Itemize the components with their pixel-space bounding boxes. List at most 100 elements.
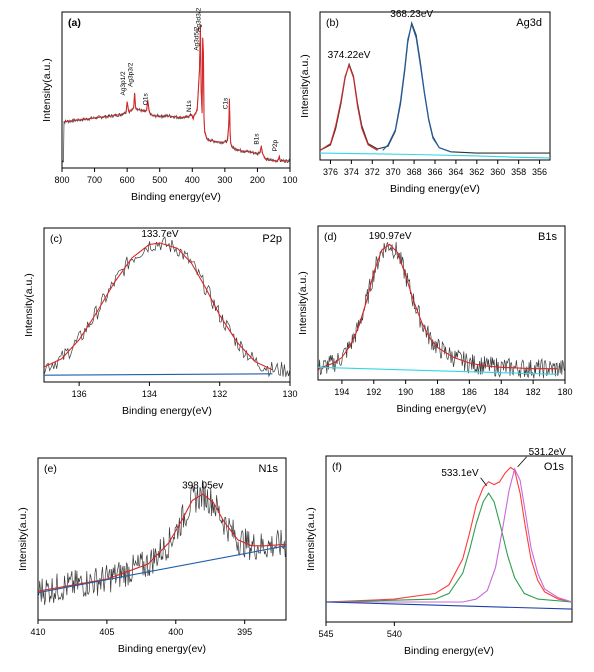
x-tick-label: 186	[462, 387, 477, 397]
peak-pointer	[480, 477, 487, 486]
x-tick-label: 410	[30, 627, 45, 637]
peak-label: 533.1eV	[441, 468, 479, 479]
x-tick-label: 700	[87, 175, 102, 185]
panel-e: 410 405 400 395 Binding energy(ev) Intensity(…	[17, 457, 287, 655]
x-axis-label: Binding energy(eV)	[404, 645, 494, 657]
series-line-3	[382, 22, 451, 153]
x-tick-label: 370	[386, 167, 401, 177]
y-axis-label: Intensity(a.u.)	[17, 507, 29, 571]
x-tick-label: 366	[427, 167, 442, 177]
x-tick-label: 400	[168, 627, 183, 637]
peak-pointer	[517, 456, 527, 468]
raw-spectrum-line	[44, 236, 290, 378]
x-tick-label: 405	[99, 627, 114, 637]
panel-label: (e)	[44, 463, 57, 475]
plot-frame	[37, 457, 287, 621]
x-tick-label: 545	[318, 629, 333, 639]
peak-annotation: Ag3d3/2	[196, 7, 203, 32]
x-axis-label: Binding energy(eV)	[131, 191, 221, 203]
panel-d: 194 192 190 188 186 184 182 180 Binding energy(e…	[297, 225, 573, 415]
x-tick-label: 194	[334, 387, 349, 397]
x-tick-label: 374	[344, 167, 359, 177]
y-axis-label: Intensity(a.u.)	[23, 273, 35, 337]
x-axis-label: Binding energy(eV)	[397, 403, 487, 415]
raw-spectrum-line	[318, 241, 565, 379]
x-tick-label: 368	[407, 167, 422, 177]
y-axis-label: Intensity(a.u.)	[41, 58, 53, 122]
x-tick-label: 190	[398, 387, 413, 397]
x-tick-label: 188	[430, 387, 445, 397]
x-tick-label: 376	[323, 167, 338, 177]
panel-a: 800 700 600 500 400 300 200 100 Binding energy(e…	[41, 7, 298, 203]
x-tick-label: 200	[250, 175, 265, 185]
panel-title: O1s	[544, 461, 565, 473]
x-tick-label: 136	[72, 389, 87, 399]
x-tick-label: 600	[120, 175, 135, 185]
x-tick-label: 540	[387, 629, 402, 639]
x-tick-label: 100	[282, 175, 297, 185]
peak-label: 374.22eV	[328, 50, 371, 61]
plot-area	[38, 480, 286, 605]
peak-label: 190.97eV	[369, 231, 412, 242]
plot-frame	[317, 225, 566, 381]
plot-area	[320, 20, 550, 159]
y-axis-label: Intensity(a.u.)	[297, 271, 309, 335]
peak-annotation: Ag3d5/2	[194, 26, 201, 51]
x-tick-label: 364	[448, 167, 463, 177]
plot-frame	[325, 455, 573, 623]
panel-label: (d)	[324, 231, 337, 243]
peak-annotation: Ag3p1/2	[120, 71, 127, 96]
series-line-2	[38, 545, 286, 594]
series-line-1	[318, 243, 557, 370]
peak-annotation: P2p	[272, 139, 279, 151]
panel-label: (a)	[68, 17, 81, 29]
raw-spectrum-line	[38, 480, 286, 605]
x-tick-label: 192	[366, 387, 381, 397]
x-tick-label: 800	[54, 175, 69, 185]
series-line-3	[326, 467, 572, 603]
peak-annotation: O1s	[142, 93, 149, 106]
peak-annotation: B1s	[253, 133, 260, 145]
y-axis-label: Intensity(a.u.)	[305, 507, 317, 571]
x-tick-label: 362	[469, 167, 484, 177]
y-axis-label: Intensity(a.u.)	[299, 54, 311, 118]
series-line-1	[63, 24, 289, 162]
x-axis-label: Binding energy(eV)	[390, 183, 480, 195]
panel-label: (c)	[50, 233, 62, 245]
x-tick-label: 372	[365, 167, 380, 177]
x-tick-label: 130	[282, 389, 297, 399]
plot-frame	[43, 227, 291, 383]
series-line-2	[44, 373, 273, 376]
x-tick-label: 395	[237, 627, 252, 637]
x-tick-label: 356	[532, 167, 547, 177]
panel-b: 376 374 372 370 368 366 364 362 360 358 356 Binding…	[299, 9, 551, 195]
series-line-1	[44, 242, 273, 371]
panel-title: P2p	[262, 233, 282, 245]
peak-annotation: N1s	[186, 100, 193, 112]
x-tick-label: 180	[557, 387, 572, 397]
x-tick-label: 360	[490, 167, 505, 177]
series-line-4	[320, 152, 550, 159]
x-tick-label: 300	[217, 175, 232, 185]
x-tick-label: 358	[511, 167, 526, 177]
x-tick-label: 500	[152, 175, 167, 185]
panel-label: (f)	[332, 461, 342, 473]
series-line-1	[326, 466, 572, 603]
plot-area	[326, 466, 572, 610]
panel-title: N1s	[258, 463, 278, 475]
peak-label: 368.23eV	[390, 9, 433, 20]
plot-area	[62, 24, 290, 164]
peak-annotation: Ag3p3/2	[128, 62, 135, 87]
plot-frame	[61, 11, 291, 169]
peak-label: 398.05ev	[182, 480, 223, 491]
x-tick-label: 182	[526, 387, 541, 397]
panel-c: 136 134 132 130 Binding energy(eV) Intensity(…	[23, 227, 298, 417]
series-line-2	[326, 492, 572, 603]
x-tick-label: 132	[212, 389, 227, 399]
x-axis-label: Binding energy(eV)	[122, 405, 212, 417]
peak-label: 133.7eV	[141, 229, 179, 240]
series-line-2	[318, 366, 558, 375]
plot-area	[44, 236, 290, 378]
